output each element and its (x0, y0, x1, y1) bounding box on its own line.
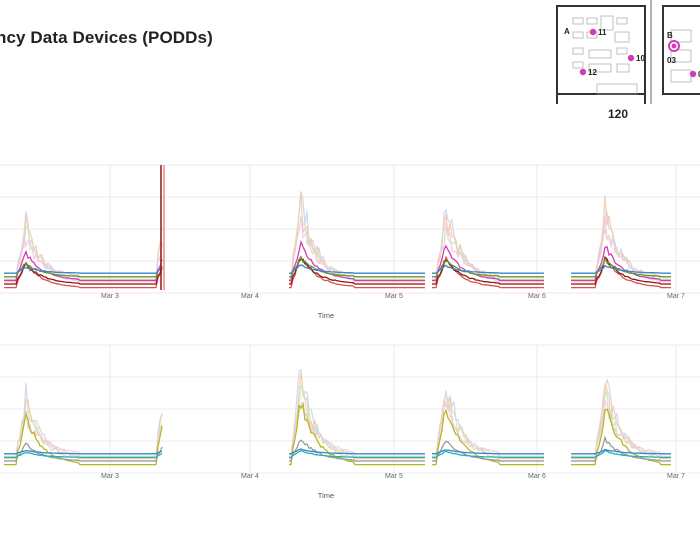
series-line[interactable] (4, 410, 163, 457)
series-line[interactable] (432, 244, 544, 282)
series-line[interactable] (4, 398, 163, 460)
x-tick-label: Mar 5 (385, 473, 403, 480)
series-line[interactable] (571, 216, 671, 278)
series-line[interactable] (432, 227, 544, 280)
series-line[interactable] (4, 442, 163, 462)
series-line[interactable] (432, 440, 544, 462)
x-tick-label: Mar 6 (528, 473, 546, 480)
floorplan-furniture (572, 15, 692, 95)
sensor-marker[interactable] (589, 28, 597, 36)
series-line[interactable] (289, 450, 425, 459)
x-axis-label: Time (318, 491, 334, 500)
sensor-marker[interactable] (579, 68, 587, 76)
x-tick-label: Mar 3 (101, 473, 119, 480)
series-line[interactable] (571, 449, 671, 459)
sensor-label: 11 (598, 28, 607, 37)
zone-a-label: A (564, 27, 570, 36)
x-tick-label: Mar 5 (385, 293, 403, 300)
series-line[interactable] (4, 249, 163, 282)
page-title: ncy Data Devices (PODDs) (0, 28, 213, 47)
series-line[interactable] (432, 213, 544, 283)
series-line[interactable] (432, 222, 544, 278)
series-line[interactable] (432, 264, 544, 274)
series-line[interactable] (289, 255, 425, 278)
series-line[interactable] (289, 192, 425, 283)
series-line[interactable] (4, 449, 163, 455)
series-line[interactable] (4, 411, 163, 466)
series-line[interactable] (571, 400, 671, 455)
x-tick-label: Mar 3 (101, 293, 119, 300)
sensor-label: 0 (698, 70, 700, 79)
x-tick-label: Mar 6 (528, 293, 546, 300)
sensor-marker[interactable] (627, 54, 635, 62)
series-line[interactable] (289, 239, 425, 282)
x-tick-label: Mar 4 (241, 293, 259, 300)
series-line[interactable] (571, 264, 671, 274)
series-line[interactable] (571, 256, 671, 289)
sensor-label: 03 (667, 56, 676, 65)
series-line[interactable] (432, 260, 544, 278)
series-line[interactable] (289, 448, 425, 455)
series-line[interactable] (571, 391, 671, 457)
series-line[interactable] (289, 214, 425, 280)
series-line[interactable] (571, 379, 671, 462)
series-line[interactable] (432, 397, 544, 457)
series-line[interactable] (4, 267, 163, 274)
series-line[interactable] (432, 403, 544, 455)
series-line[interactable] (289, 439, 425, 462)
series-line[interactable] (571, 228, 671, 280)
x-axis-label: Time (318, 311, 334, 320)
series-line[interactable] (289, 264, 425, 274)
sensor-marker-selected-dot (671, 43, 677, 49)
series-line[interactable] (4, 214, 163, 283)
series-line[interactable] (571, 256, 671, 285)
x-tick-label: Mar 4 (241, 473, 259, 480)
x-tick-label: Mar 7 (667, 473, 685, 480)
series-line[interactable] (4, 224, 163, 280)
series-line[interactable] (4, 263, 163, 278)
series-line[interactable] (571, 382, 671, 460)
series-line[interactable] (4, 261, 163, 289)
series-line[interactable] (571, 245, 671, 282)
series-line[interactable] (289, 402, 425, 466)
sensor-marker[interactable] (689, 70, 697, 78)
series-line[interactable] (571, 195, 671, 283)
chart-top[interactable]: Mar 3 Mar 4 Mar 5 Mar 6 Mar 7 Time (0, 150, 700, 320)
series-line[interactable] (432, 449, 544, 455)
series-line[interactable] (432, 450, 544, 459)
series-line[interactable] (571, 408, 671, 466)
sensor-label: 10 (636, 54, 645, 63)
room-number: 120 (608, 107, 628, 121)
series-line[interactable] (4, 452, 163, 459)
x-tick-label: Mar 7 (667, 293, 685, 300)
series-line[interactable] (571, 448, 671, 455)
series-line[interactable] (289, 372, 425, 460)
floorplan-map[interactable]: A B 11 10 12 03 0 120 (553, 0, 700, 122)
series-line[interactable] (432, 259, 544, 285)
zone-b-label: B (667, 31, 673, 40)
sensor-label: 12 (588, 68, 597, 77)
chart-bottom[interactable]: Mar 3 Mar 4 Mar 5 Mar 6 Mar 7 Time (0, 330, 700, 500)
